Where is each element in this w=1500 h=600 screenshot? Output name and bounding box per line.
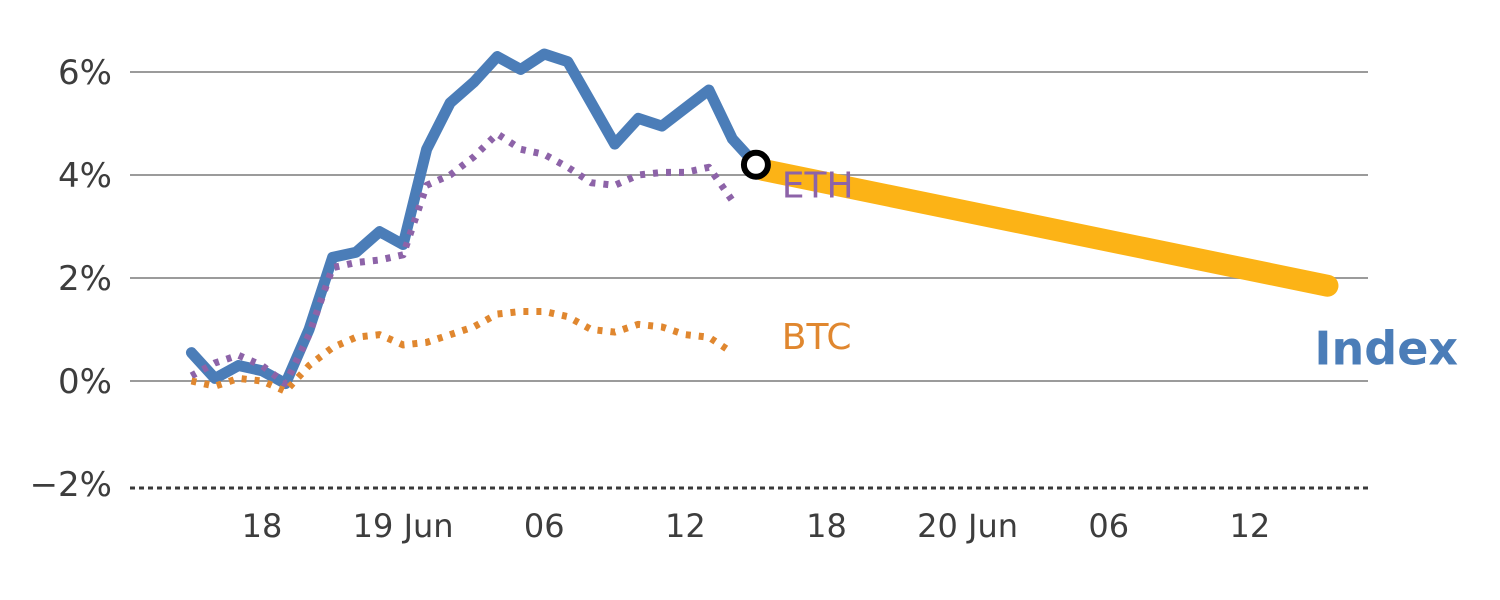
y-tick-label: 2% <box>58 259 112 299</box>
x-tick-label: 06 <box>524 507 565 545</box>
series-eth-line <box>189 130 736 388</box>
index-projection-band <box>751 158 1339 297</box>
index-endpoint-marker <box>740 149 771 180</box>
x-tick-label: 18 <box>806 507 847 545</box>
x-tick-label: 20 Jun <box>917 507 1018 545</box>
y-tick-label: 4% <box>58 156 112 196</box>
series-label-index: Index <box>1314 322 1458 376</box>
y-tick-label: −2% <box>30 465 112 505</box>
series-btc-line <box>190 307 735 395</box>
x-tick-label: 06 <box>1088 507 1129 545</box>
y-tick-label: 6% <box>58 53 112 93</box>
x-tick-label: 18 <box>242 507 283 545</box>
series-index-line <box>185 48 762 390</box>
y-tick-label: 0% <box>58 362 112 402</box>
x-tick-label: 19 Jun <box>353 507 454 545</box>
series-label-eth: ETH <box>782 165 854 206</box>
series-label-btc: BTC <box>782 317 852 358</box>
x-tick-label: 12 <box>1229 507 1270 545</box>
x-tick-label: 12 <box>665 507 706 545</box>
